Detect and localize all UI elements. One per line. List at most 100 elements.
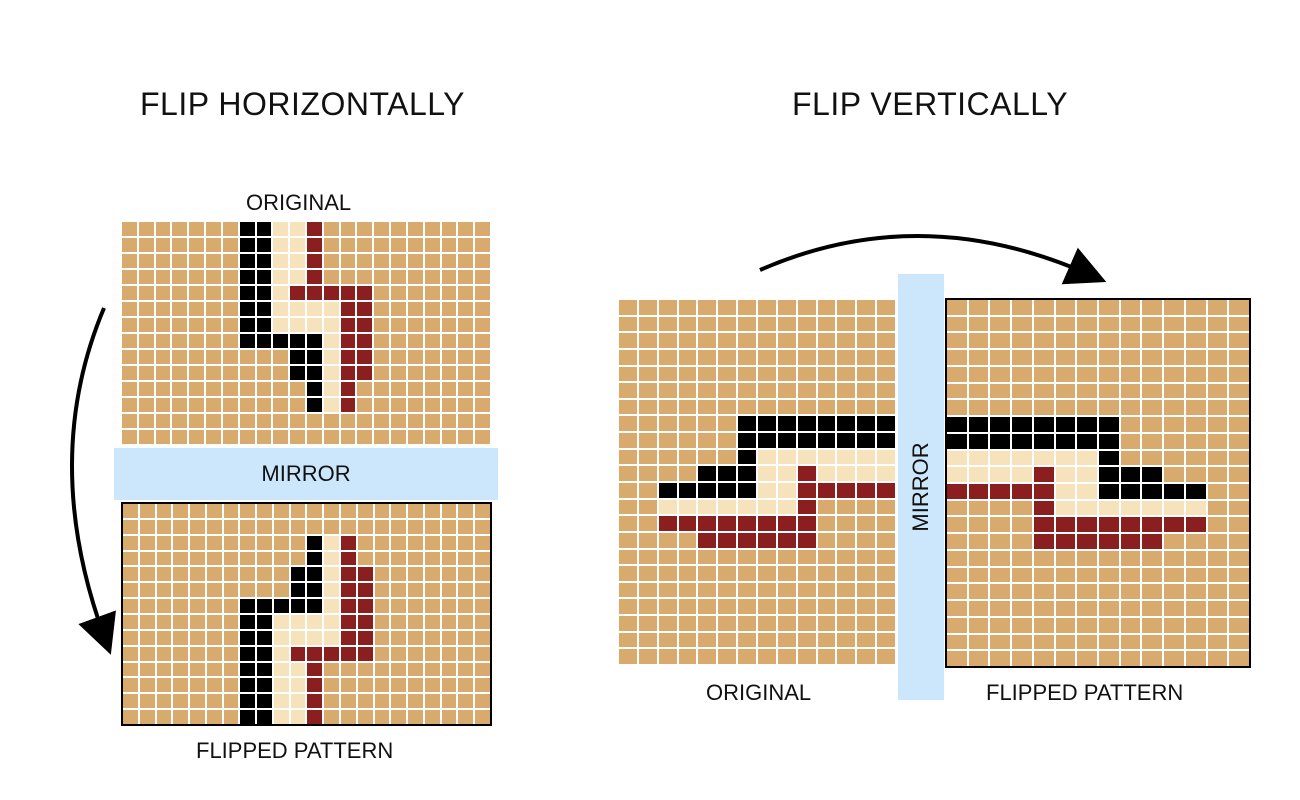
pattern-cell bbox=[1012, 517, 1032, 533]
pattern-cell bbox=[718, 349, 737, 365]
pattern-cell bbox=[1207, 484, 1228, 499]
pattern-cell-cream bbox=[273, 238, 289, 252]
pattern-cell bbox=[990, 617, 1011, 633]
pattern-cell bbox=[947, 400, 967, 416]
pattern-cell bbox=[990, 333, 1011, 349]
pattern-cell bbox=[758, 300, 776, 315]
pattern-cell bbox=[138, 270, 154, 284]
pattern-cell bbox=[189, 334, 205, 348]
pattern-cell bbox=[290, 414, 305, 428]
pattern-cell bbox=[1229, 383, 1249, 399]
pattern-cell bbox=[1012, 601, 1032, 616]
pattern-cell-red bbox=[357, 286, 373, 300]
pattern-cell bbox=[698, 649, 717, 664]
pattern-cell bbox=[408, 710, 423, 724]
pattern-cell-black bbox=[290, 583, 306, 598]
pattern-cell bbox=[138, 334, 154, 348]
pattern-cell bbox=[475, 504, 490, 518]
pattern-cell bbox=[638, 632, 657, 648]
pattern-cell bbox=[837, 549, 856, 565]
pattern-cell bbox=[122, 414, 137, 428]
pattern-cell bbox=[123, 551, 138, 566]
pattern-cell bbox=[1033, 366, 1054, 382]
pattern-cell bbox=[1098, 567, 1119, 583]
pattern-cell-cream bbox=[290, 222, 305, 236]
pattern-cell bbox=[206, 504, 222, 518]
pattern-cell bbox=[718, 632, 737, 648]
pattern-cell bbox=[1033, 617, 1054, 633]
pattern-cell bbox=[1207, 350, 1228, 365]
pattern-cell bbox=[223, 519, 239, 534]
pattern-cell bbox=[777, 582, 796, 598]
pattern-cell bbox=[758, 549, 776, 565]
pattern-cell bbox=[968, 550, 989, 566]
pattern-cell bbox=[273, 504, 289, 518]
pattern-cell bbox=[172, 270, 188, 284]
pattern-cell bbox=[1229, 300, 1249, 315]
pattern-cell bbox=[173, 710, 189, 724]
pattern-cell-red bbox=[1033, 500, 1054, 516]
pattern-cell bbox=[968, 300, 989, 315]
pattern-cell bbox=[189, 318, 205, 332]
pattern-cell bbox=[947, 316, 967, 332]
pattern-cell bbox=[122, 382, 137, 396]
pattern-cell bbox=[458, 414, 474, 428]
pattern-cell bbox=[1012, 350, 1032, 365]
pattern-cell bbox=[223, 694, 239, 709]
pattern-cell bbox=[391, 350, 406, 364]
pattern-cell bbox=[290, 535, 306, 550]
pattern-cell bbox=[374, 382, 390, 396]
pattern-cell bbox=[678, 333, 697, 348]
right-original-label: ORIGINAL bbox=[706, 680, 812, 705]
pattern-cell bbox=[678, 399, 697, 415]
pattern-cell-black bbox=[256, 222, 272, 236]
pattern-cell bbox=[122, 350, 137, 364]
pattern-cell bbox=[1077, 550, 1097, 566]
pattern-cell bbox=[968, 567, 989, 583]
pattern-cell bbox=[1055, 383, 1076, 399]
pattern-cell bbox=[1120, 433, 1141, 449]
pattern-cell bbox=[391, 567, 407, 582]
pattern-cell-black bbox=[257, 630, 272, 645]
pattern-cell-cream bbox=[290, 678, 306, 693]
pattern-cell bbox=[222, 366, 238, 380]
pattern-cell bbox=[658, 616, 677, 631]
pattern-cell bbox=[407, 222, 423, 236]
pattern-cell bbox=[1120, 634, 1141, 650]
pattern-cell bbox=[206, 599, 222, 613]
pattern-cell bbox=[718, 316, 737, 332]
pattern-cell-red bbox=[718, 532, 737, 548]
pattern-cell bbox=[407, 254, 423, 268]
pattern-cell bbox=[619, 333, 637, 348]
pattern-cell bbox=[458, 519, 474, 534]
pattern-cell bbox=[357, 678, 373, 693]
pattern-cell-red bbox=[307, 646, 323, 661]
pattern-cell bbox=[273, 430, 289, 444]
pattern-cell bbox=[1120, 383, 1141, 399]
pattern-cell-black bbox=[256, 238, 272, 252]
pattern-cell-cream bbox=[698, 499, 717, 515]
pattern-cell-red bbox=[324, 646, 340, 661]
right-flipped-label: FLIPPED PATTERN bbox=[986, 680, 1184, 705]
pattern-cell-red bbox=[1077, 517, 1097, 533]
pattern-cell bbox=[638, 333, 657, 348]
pattern-cell bbox=[678, 549, 697, 565]
pattern-cell bbox=[156, 551, 172, 566]
pattern-cell bbox=[1207, 584, 1228, 600]
pattern-cell bbox=[458, 430, 474, 444]
pattern-cell bbox=[374, 535, 390, 550]
pattern-cell-black bbox=[307, 551, 323, 566]
pattern-cell bbox=[357, 551, 373, 566]
pattern-cell bbox=[877, 300, 895, 315]
pattern-cell bbox=[475, 567, 490, 582]
pattern-cell bbox=[122, 238, 137, 252]
pattern-cell bbox=[475, 614, 490, 629]
pattern-cell bbox=[990, 400, 1011, 416]
pattern-cell bbox=[424, 567, 440, 582]
pattern-cell bbox=[1207, 550, 1228, 566]
pattern-cell bbox=[1164, 316, 1184, 332]
pattern-cell-cream bbox=[323, 334, 339, 348]
pattern-cell bbox=[758, 399, 776, 415]
pattern-cell bbox=[441, 567, 457, 582]
pattern-cell bbox=[173, 535, 189, 550]
